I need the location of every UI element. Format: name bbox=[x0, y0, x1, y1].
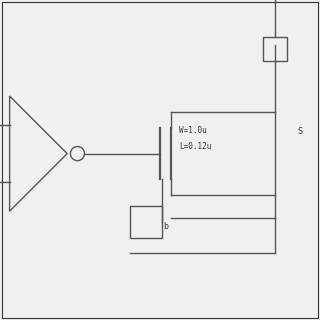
Text: W=1.0u: W=1.0u bbox=[179, 126, 207, 135]
Text: L=0.12u: L=0.12u bbox=[179, 142, 212, 151]
Bar bbox=[263, 37, 287, 61]
Text: b: b bbox=[163, 222, 168, 231]
Text: S: S bbox=[298, 127, 303, 136]
Bar bbox=[130, 206, 162, 238]
